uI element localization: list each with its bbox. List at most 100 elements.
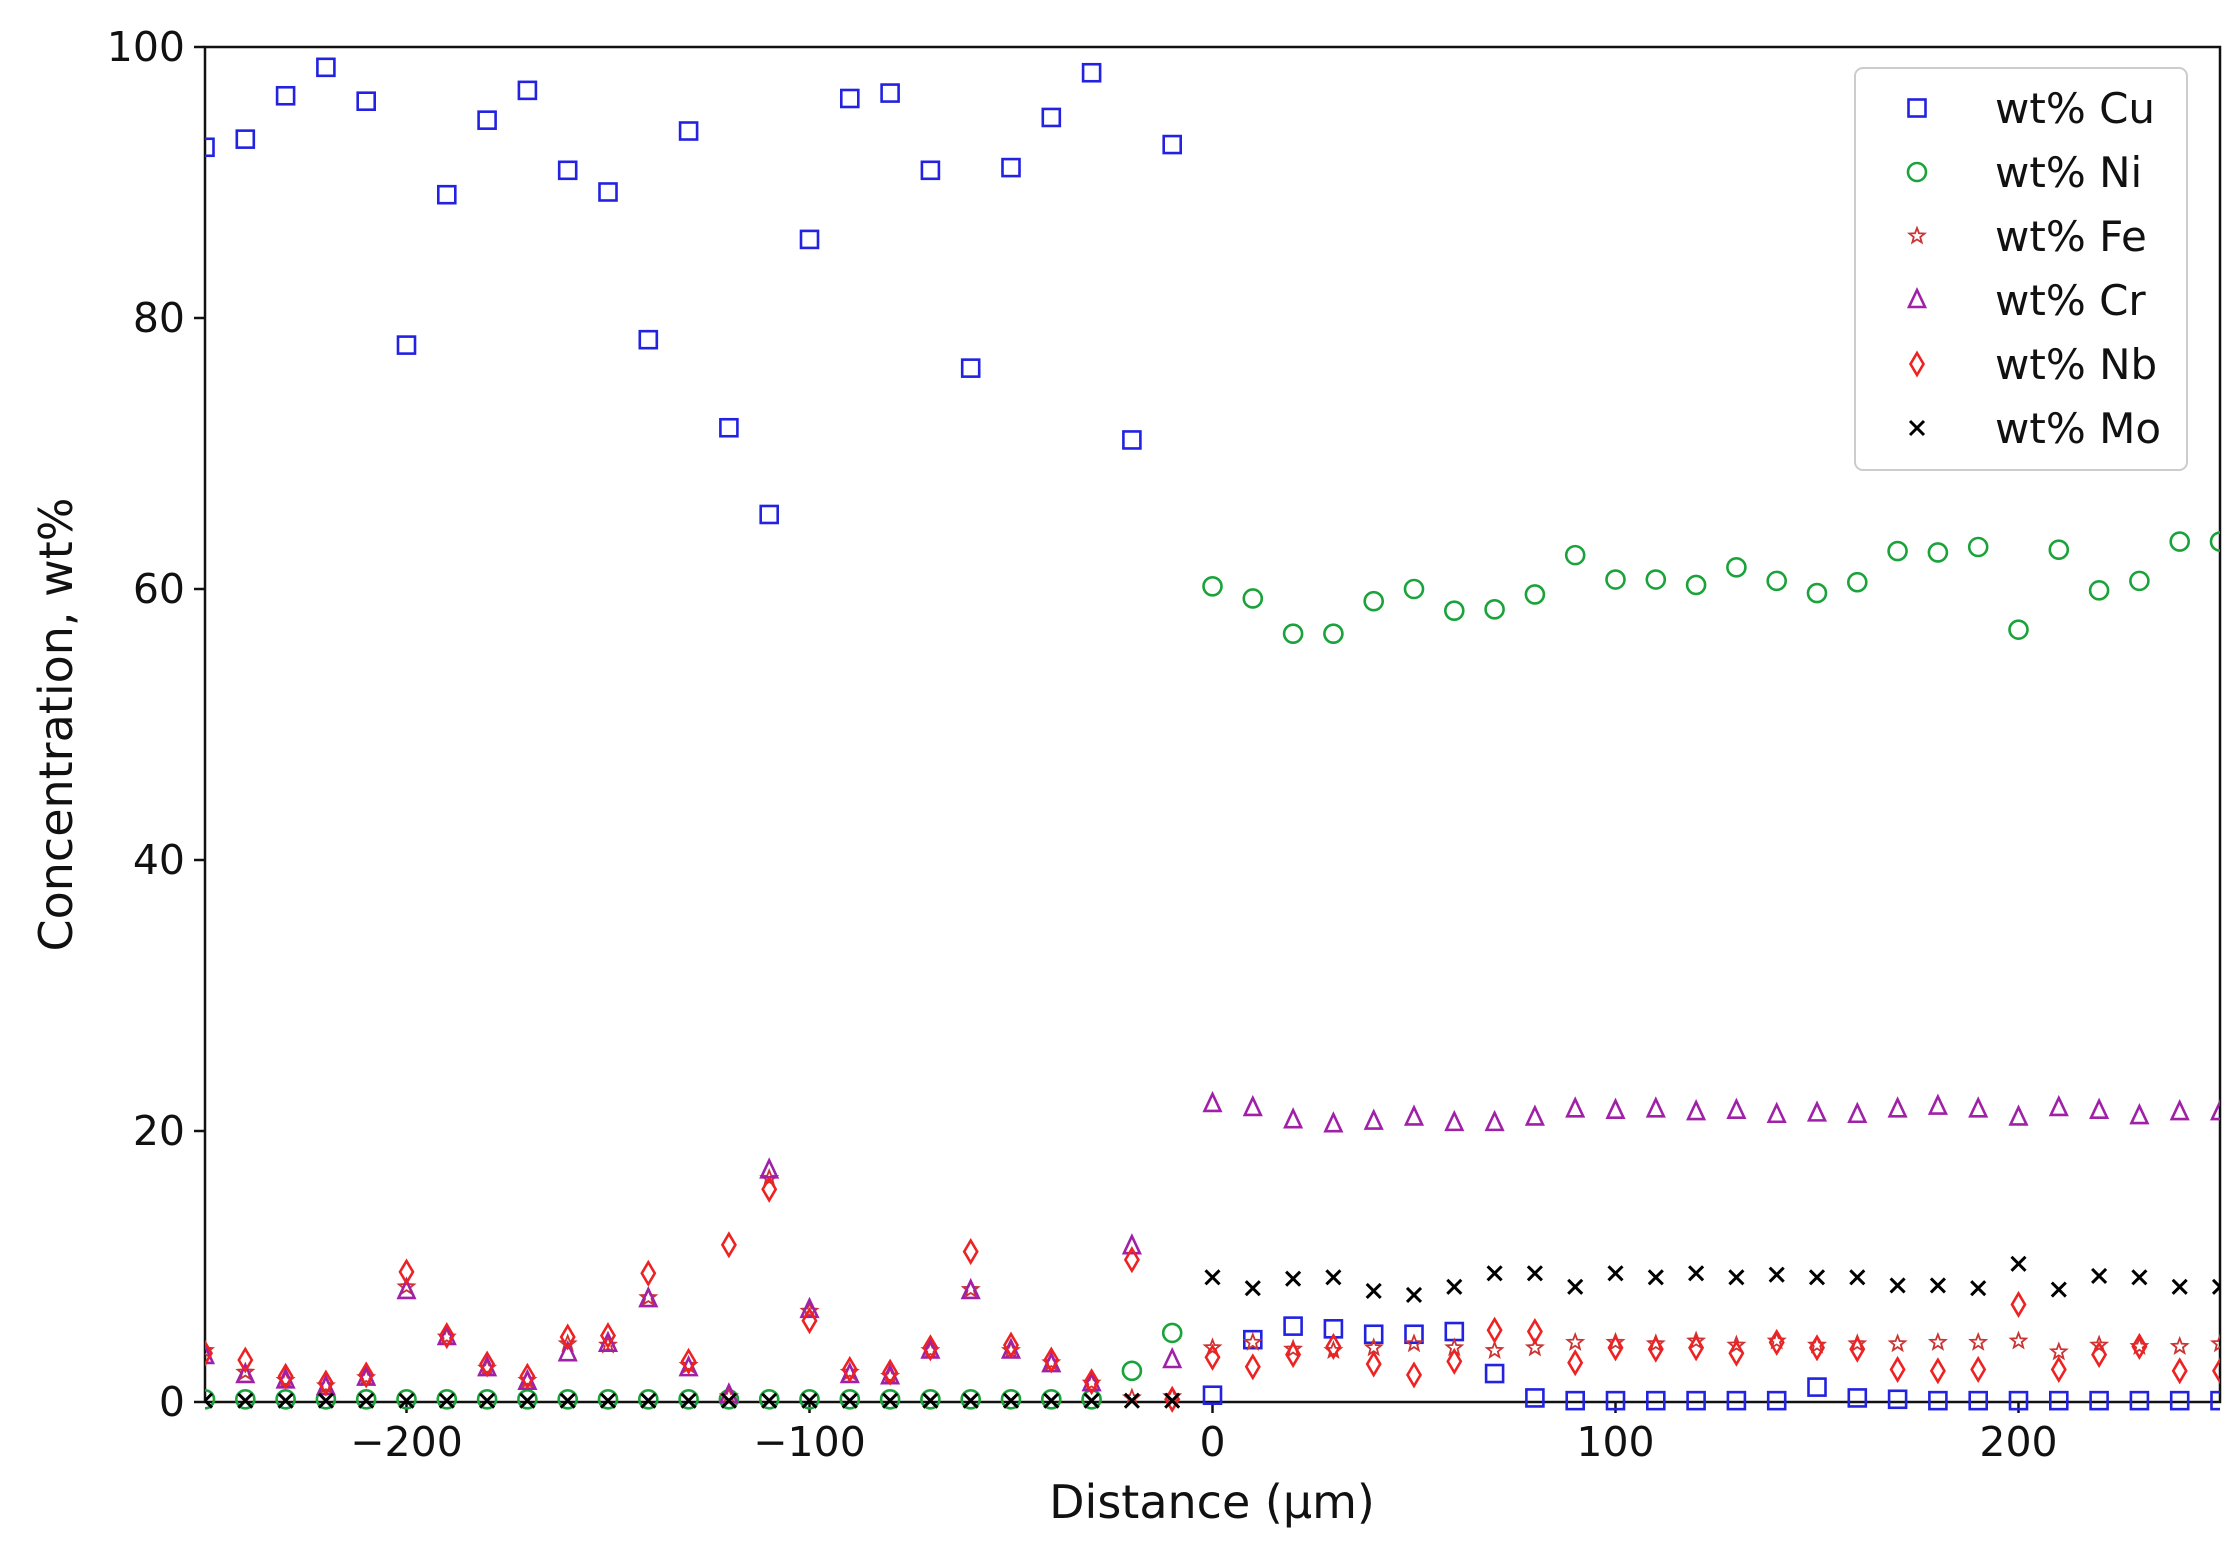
data-point xyxy=(2209,1333,2220,1353)
data-point xyxy=(1486,1265,1503,1282)
data-point xyxy=(599,1392,617,1409)
data-point xyxy=(519,1362,536,1390)
legend-entry-label: wt% Fe xyxy=(1995,212,2147,261)
data-point xyxy=(205,137,215,158)
data-point xyxy=(2169,1390,2190,1411)
data-point xyxy=(356,91,377,111)
x-tick-label: 100 xyxy=(1576,1418,1654,1466)
data-point xyxy=(960,1388,982,1410)
data-point xyxy=(799,229,820,250)
legend-marker xyxy=(1906,286,1928,309)
data-point xyxy=(599,1322,617,1350)
data-point xyxy=(277,1362,294,1390)
data-point xyxy=(960,1277,981,1300)
data-point xyxy=(438,1322,455,1350)
data-point xyxy=(1766,1330,1787,1350)
data-point xyxy=(2050,1355,2067,1384)
data-point xyxy=(519,1392,536,1409)
data-point xyxy=(1807,1377,1827,1397)
data-point xyxy=(841,1355,858,1384)
data-point xyxy=(1726,1097,1747,1119)
data-point xyxy=(1486,1316,1503,1344)
data-point xyxy=(1285,1341,1302,1369)
data-point xyxy=(801,1307,818,1335)
data-point xyxy=(1928,1390,1948,1411)
data-point xyxy=(1484,1339,1505,1360)
data-point xyxy=(1567,1349,1584,1377)
data-point xyxy=(2008,1330,2029,1350)
data-point xyxy=(1766,1390,1787,1411)
data-point xyxy=(841,1392,858,1409)
data-point xyxy=(2049,1390,2069,1411)
data-point xyxy=(962,1238,979,1266)
data-point xyxy=(1565,1096,1586,1118)
data-point xyxy=(1161,1322,1183,1344)
data-point xyxy=(559,1392,576,1409)
data-point xyxy=(1043,1346,1060,1374)
data-point xyxy=(517,1388,538,1410)
data-point xyxy=(1041,1388,1062,1410)
data-point xyxy=(1806,582,1828,604)
data-point xyxy=(1444,1109,1465,1132)
data-point xyxy=(479,1350,496,1378)
data-point xyxy=(358,1361,375,1389)
data-point xyxy=(235,1388,256,1410)
data-point xyxy=(2131,1332,2148,1361)
legend xyxy=(1854,67,2188,471)
data-point xyxy=(720,1231,737,1259)
data-point xyxy=(2129,570,2150,592)
x-tick-label: −100 xyxy=(753,1418,866,1466)
data-point xyxy=(2050,1281,2067,1298)
legend-marker xyxy=(1907,98,1927,118)
data-point xyxy=(1889,1355,1906,1384)
data-point xyxy=(1646,1390,1666,1411)
data-point xyxy=(1847,571,1868,593)
data-point xyxy=(1204,1343,1221,1371)
data-point xyxy=(1403,1333,1425,1353)
data-point xyxy=(2171,1278,2188,1295)
data-point xyxy=(882,1392,899,1409)
data-point xyxy=(758,1388,780,1410)
data-point xyxy=(2089,1097,2110,1119)
data-point xyxy=(396,335,417,355)
data-point xyxy=(1242,1094,1263,1117)
data-point xyxy=(205,1339,214,1367)
data-point xyxy=(2211,1357,2220,1385)
data-point xyxy=(1323,1111,1344,1133)
legend-entry-label: wt% Mo xyxy=(1995,404,2161,453)
data-point xyxy=(2210,1390,2220,1411)
data-point xyxy=(2211,1278,2220,1295)
data-point xyxy=(1968,1390,1988,1411)
data-point xyxy=(1244,1353,1261,1381)
data-point xyxy=(1688,1265,1705,1282)
data-point xyxy=(1927,1331,1948,1351)
data-point xyxy=(640,1392,657,1409)
y-tick-label: 100 xyxy=(107,23,185,71)
data-point xyxy=(479,1392,496,1409)
data-point xyxy=(839,88,860,109)
data-point xyxy=(1887,1333,1908,1353)
data-point xyxy=(1524,584,1546,605)
data-point xyxy=(799,1300,820,1320)
data-point xyxy=(1768,1328,1785,1356)
data-point xyxy=(2209,531,2220,552)
data-point xyxy=(1363,1324,1384,1345)
data-point xyxy=(517,80,538,101)
data-point xyxy=(920,1388,941,1410)
data-point xyxy=(719,417,739,438)
x-tick-label: 200 xyxy=(1979,1418,2057,1466)
data-point xyxy=(1484,1109,1505,1132)
data-point xyxy=(1202,1337,1223,1357)
data-point xyxy=(1404,1324,1424,1345)
data-point xyxy=(1605,1390,1626,1411)
data-point xyxy=(1403,578,1425,600)
data-point xyxy=(1282,623,1304,645)
data-point xyxy=(882,1358,899,1386)
legend-entry-label: wt% Ni xyxy=(1995,148,2142,197)
data-point xyxy=(477,110,497,130)
data-point xyxy=(2171,1357,2188,1385)
data-point xyxy=(1000,1388,1022,1410)
data-point xyxy=(1403,1104,1425,1126)
data-point xyxy=(1202,1385,1223,1406)
